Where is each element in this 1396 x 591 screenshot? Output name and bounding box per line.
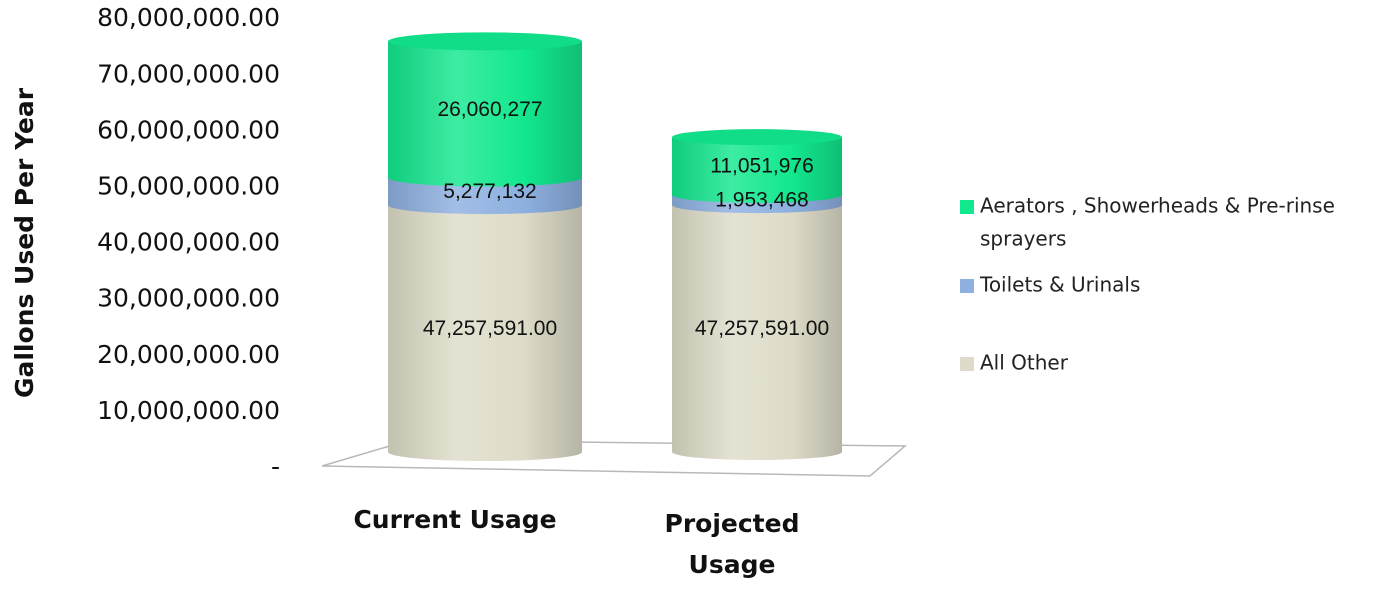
data-label: 1,953,468 xyxy=(715,189,808,212)
x-category-label: Current Usage xyxy=(353,505,556,534)
legend-label: All Other xyxy=(980,351,1069,375)
legend-label: Toilets & Urinals xyxy=(979,273,1140,297)
bar-segment xyxy=(672,205,842,460)
legend-swatch xyxy=(960,200,974,214)
y-tick-label: 80,000,000.00 xyxy=(97,3,280,32)
bar-top-cap xyxy=(388,32,582,51)
x-category-label: Projected xyxy=(665,509,800,538)
y-tick-label: - xyxy=(271,452,280,481)
x-category-label: Usage xyxy=(689,550,776,579)
y-tick-label: 70,000,000.00 xyxy=(97,59,280,88)
data-label: 5,277,132 xyxy=(443,180,536,203)
bar-segment xyxy=(672,137,842,203)
y-axis-title: Gallons Used Per Year xyxy=(10,87,39,398)
bar-segment xyxy=(388,205,582,461)
y-tick-label: 60,000,000.00 xyxy=(97,115,280,144)
data-label: 47,257,591.00 xyxy=(423,317,557,340)
data-label: 26,060,277 xyxy=(437,98,542,121)
legend-label: Aerators , Showerheads & Pre-rinse xyxy=(980,194,1335,218)
y-tick-label: 20,000,000.00 xyxy=(97,340,280,369)
legend-swatch xyxy=(960,279,974,293)
bar-segment xyxy=(388,177,582,215)
legend-label: sprayers xyxy=(980,227,1066,251)
y-tick-label: 40,000,000.00 xyxy=(97,228,280,257)
y-tick-label: 50,000,000.00 xyxy=(97,172,280,201)
y-tick-label: 10,000,000.00 xyxy=(97,396,280,425)
bar-segment xyxy=(388,41,582,187)
data-label: 11,051,976 xyxy=(710,155,814,178)
y-tick-label: 30,000,000.00 xyxy=(97,284,280,313)
legend-swatch xyxy=(960,357,974,371)
bar-top-cap xyxy=(672,129,842,146)
data-label: 47,257,591.00 xyxy=(695,317,829,340)
